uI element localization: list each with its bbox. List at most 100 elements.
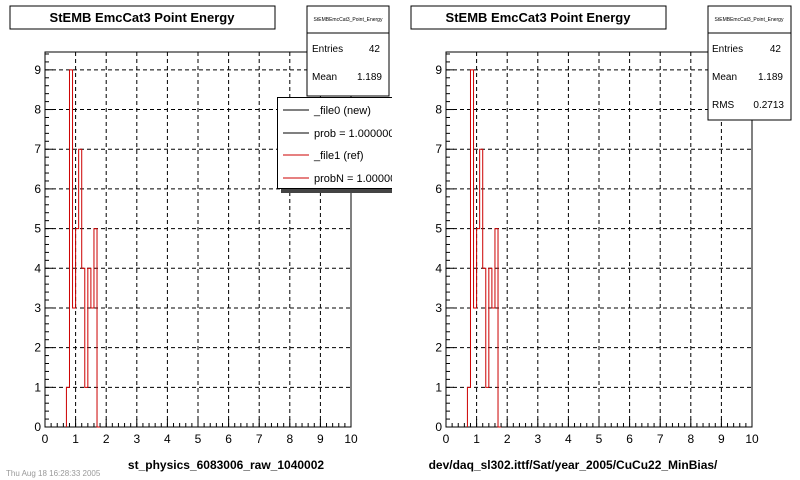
stats-box-frame	[707, 5, 792, 121]
x-tick-label: 9	[718, 432, 725, 446]
histogram-bin	[79, 149, 82, 427]
histogram-bin	[483, 268, 486, 427]
x-tick-label: 5	[596, 432, 603, 446]
y-tick-label: 5	[34, 222, 41, 236]
x-tick-label: 6	[626, 432, 633, 446]
x-tick-label: 10	[344, 432, 358, 446]
x-axis-label: st_physics_6083006_raw_1040002	[128, 458, 324, 472]
title-box	[410, 5, 667, 30]
histogram-bin	[73, 308, 76, 427]
stats-mean-label: Mean	[312, 72, 337, 83]
histogram-bin	[76, 229, 79, 427]
stats-mean-value: 1.189	[357, 72, 382, 83]
x-tick-label: 8	[687, 432, 694, 446]
stats-header: StEMBEmcCat3_Point_Energy	[715, 17, 784, 23]
x-tick-label: 0	[42, 432, 49, 446]
histogram-bars	[65, 69, 101, 428]
legend-entry-label: prob = 1.000000	[314, 128, 394, 140]
histogram-bin	[94, 229, 97, 427]
stats-entries-value: 42	[770, 44, 782, 55]
legend: _file0 (new) prob = 1.000000 _file1 (ref…	[277, 97, 402, 193]
y-tick-label: 8	[34, 103, 41, 117]
x-tick-label: 7	[256, 432, 263, 446]
histogram-bin	[69, 70, 72, 427]
histogram-bin	[470, 70, 473, 427]
x-tick-label: 3	[133, 432, 140, 446]
y-tick-label: 9	[435, 63, 442, 77]
histogram-bin	[477, 229, 480, 427]
stats-header: StEMBEmcCat3_Point_Energy	[314, 17, 383, 23]
axis-ticks	[44, 53, 352, 428]
stats-box: StEMBEmcCat3_Point_Energy Entries 42 Mea…	[707, 5, 792, 121]
y-tick-label: 0	[435, 420, 442, 434]
x-tick-label: 7	[657, 432, 664, 446]
y-tick-label: 2	[34, 341, 41, 355]
histogram-bin	[492, 308, 495, 427]
y-tick-label: 7	[435, 142, 442, 156]
x-tick-labels: 0 1 2 3 4 5 6 7 8 9 10	[443, 432, 759, 446]
title-box	[9, 5, 276, 30]
chart-title: StEMB EmcCat3 Point Energy	[446, 10, 632, 25]
histogram-bin	[85, 387, 88, 427]
x-tick-label: 8	[286, 432, 293, 446]
y-tick-label: 7	[34, 142, 41, 156]
x-axis-label: dev/daq_sl302.ittf/Sat/year_2005/CuCu22_…	[429, 458, 718, 472]
chart-title: StEMB EmcCat3 Point Energy	[50, 10, 236, 25]
stats-box-frame	[306, 5, 390, 97]
histogram-bin	[474, 308, 477, 427]
histogram-bin	[495, 229, 498, 427]
y-tick-label: 0	[34, 420, 41, 434]
y-tick-label: 9	[34, 63, 41, 77]
y-tick-label: 6	[34, 182, 41, 196]
legend-entry-label: _file0 (new)	[313, 105, 371, 117]
x-tick-label: 4	[164, 432, 171, 446]
y-tick-label: 3	[435, 301, 442, 315]
plot-area	[445, 51, 753, 428]
y-tick-label: 8	[435, 103, 442, 117]
x-tick-labels: 0 1 2 3 4 5 6 7 8 9 10	[42, 432, 358, 446]
stats-box: StEMBEmcCat3_Point_Energy Entries 42 Mea…	[306, 5, 390, 97]
y-tick-label: 1	[435, 380, 442, 394]
stats-entries-label: Entries	[712, 44, 743, 55]
histogram-bin	[91, 308, 94, 427]
histogram-panel-right: StEMB EmcCat3 Point Energy 0 1 2 3 4 5 6…	[410, 5, 792, 472]
x-tick-label: 1	[473, 432, 480, 446]
legend-entry-label: _file1 (ref)	[313, 150, 364, 162]
histogram-bin	[486, 387, 489, 427]
y-tick-label: 1	[34, 380, 41, 394]
y-tick-labels: 0 1 2 3 4 5 6 7 8 9	[435, 63, 442, 434]
x-tick-label: 2	[103, 432, 110, 446]
legend-viewport: _file0 (new) prob = 1.000000 _file1 (ref…	[277, 97, 402, 193]
histogram-bin	[66, 387, 69, 427]
x-tick-label: 6	[225, 432, 232, 446]
y-tick-label: 4	[34, 261, 41, 275]
x-tick-label: 0	[443, 432, 450, 446]
y-tick-label: 4	[435, 261, 442, 275]
x-tick-label: 2	[504, 432, 511, 446]
histogram-bin	[88, 268, 91, 427]
x-tick-label: 9	[317, 432, 324, 446]
x-tick-label: 3	[534, 432, 541, 446]
x-tick-label: 1	[72, 432, 79, 446]
histogram-bin	[489, 268, 492, 427]
x-tick-label: 5	[195, 432, 202, 446]
axis-ticks	[445, 53, 753, 428]
y-tick-label: 2	[435, 341, 442, 355]
stats-mean-label: Mean	[712, 72, 737, 83]
legend-entry-label: probN = 1.000000	[314, 173, 402, 185]
stats-entries-value: 42	[369, 44, 381, 55]
y-tick-labels: 0 1 2 3 4 5 6 7 8 9	[34, 63, 41, 434]
histogram-panel-left: StEMB EmcCat3 Point Energy 0 1 2 3 4 5 6…	[9, 5, 402, 472]
y-tick-label: 5	[435, 222, 442, 236]
stats-mean-value: 1.189	[758, 72, 783, 83]
grid	[446, 52, 752, 427]
plot-frame	[445, 51, 753, 428]
footer-timestamp: Thu Aug 18 16:28:33 2005	[6, 469, 101, 478]
histogram-bin	[467, 387, 470, 427]
y-tick-label: 3	[34, 301, 41, 315]
x-tick-label: 10	[745, 432, 759, 446]
histogram-line	[65, 69, 101, 428]
histogram-bars	[466, 69, 502, 428]
histogram-line	[466, 69, 502, 428]
